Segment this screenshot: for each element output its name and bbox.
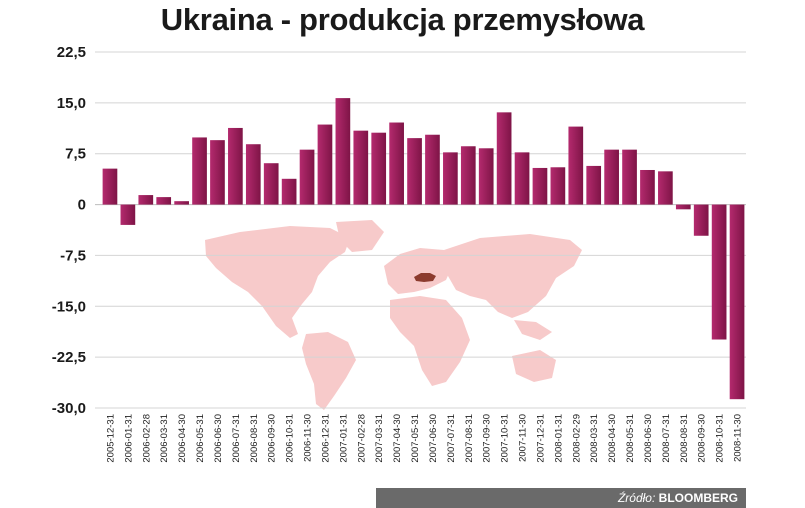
x-tick-label: 2006-01-31 bbox=[123, 414, 134, 463]
x-tick-label: 2008-11-30 bbox=[733, 414, 744, 462]
bar-2006-06-30 bbox=[210, 140, 225, 205]
x-tick-label: 2006-06-30 bbox=[213, 414, 224, 463]
source-name: BLOOMBERG bbox=[658, 491, 738, 505]
bar-2008-03-31 bbox=[586, 165, 602, 205]
y-tick-label: -22,5 bbox=[52, 349, 86, 366]
x-tick-label: 2008-10-31 bbox=[715, 414, 726, 463]
x-tick-label: 2008-09-30 bbox=[697, 414, 708, 463]
bar-2008-08-31 bbox=[675, 204, 691, 210]
x-tick-label: 2007-03-31 bbox=[374, 414, 385, 463]
y-tick-label: 22,5 bbox=[57, 44, 86, 61]
x-tick-label: 2008-06-30 bbox=[643, 414, 654, 463]
bar-2005-12-31 bbox=[102, 168, 118, 205]
x-tick-label: 2007-06-30 bbox=[428, 414, 439, 463]
world-map-background bbox=[205, 220, 582, 410]
x-tick-label: 2007-12-31 bbox=[535, 414, 546, 463]
bar-2007-01-31 bbox=[335, 98, 351, 205]
bar-2007-07-31 bbox=[443, 152, 458, 205]
bar-2007-12-31 bbox=[532, 167, 548, 205]
bar-2006-11-30 bbox=[299, 149, 315, 205]
map-ukraine-highlight bbox=[414, 273, 436, 282]
bar-2007-08-31 bbox=[460, 146, 476, 205]
x-tick-label: 2008-07-31 bbox=[661, 414, 672, 463]
map-se-asia bbox=[514, 320, 552, 340]
bar-2008-02-29 bbox=[568, 126, 584, 205]
x-tick-label: 2007-02-28 bbox=[356, 414, 367, 463]
map-australia bbox=[512, 350, 556, 382]
x-tick-label: 2008-01-31 bbox=[553, 414, 564, 463]
bar-2008-09-30 bbox=[693, 204, 709, 236]
y-tick-label: -30,0 bbox=[52, 400, 86, 417]
bar-2007-10-31 bbox=[496, 112, 512, 205]
bar-2007-04-30 bbox=[389, 122, 404, 205]
bar-2006-09-30 bbox=[263, 163, 279, 205]
y-tick-label: 7,5 bbox=[65, 146, 86, 163]
x-tick-label: 2005-12-31 bbox=[105, 414, 116, 463]
x-tick-label: 2007-04-30 bbox=[392, 414, 403, 463]
bar-2008-10-31 bbox=[711, 204, 727, 340]
bar-2007-11-30 bbox=[514, 152, 530, 205]
x-tick-label: 2006-04-30 bbox=[177, 414, 188, 463]
x-tick-label: 2006-08-31 bbox=[249, 414, 260, 463]
x-tick-label: 2008-08-31 bbox=[679, 414, 690, 463]
x-tick-label: 2006-07-31 bbox=[231, 414, 242, 463]
y-axis-ticks: 22,5 15,0 7,5 0 -7,5 -15,0 -22,5 -30,0 bbox=[52, 44, 86, 417]
x-tick-label: 2007-07-31 bbox=[446, 414, 457, 463]
source-label: Źródło: bbox=[617, 491, 656, 505]
x-tick-label: 2007-10-31 bbox=[500, 414, 511, 463]
x-tick-label: 2006-03-31 bbox=[159, 414, 170, 463]
bar-2006-05-31 bbox=[192, 137, 207, 205]
map-europe bbox=[384, 248, 454, 294]
x-tick-label: 2006-11-30 bbox=[303, 414, 314, 462]
bar-2006-10-31 bbox=[281, 178, 297, 205]
y-tick-label: -7,5 bbox=[60, 247, 86, 264]
x-tick-label: 2006-05-31 bbox=[195, 414, 206, 463]
x-tick-label: 2008-03-31 bbox=[589, 414, 600, 463]
bar-2006-12-31 bbox=[317, 124, 333, 205]
bar-2008-07-31 bbox=[658, 171, 673, 205]
bar-2006-07-31 bbox=[228, 127, 243, 205]
bar-2007-02-28 bbox=[353, 130, 369, 205]
bar-2007-09-30 bbox=[478, 148, 494, 205]
bar-2008-04-30 bbox=[604, 149, 619, 205]
x-tick-label: 2007-05-31 bbox=[410, 414, 421, 463]
y-tick-label: 15,0 bbox=[57, 95, 86, 112]
bar-2006-02-28 bbox=[138, 195, 154, 205]
x-tick-label: 2008-04-30 bbox=[607, 414, 618, 463]
bar-2008-01-31 bbox=[550, 167, 566, 205]
x-tick-label: 2006-02-28 bbox=[141, 414, 152, 463]
bar-2007-05-31 bbox=[407, 138, 422, 205]
bar-2006-03-31 bbox=[156, 197, 172, 205]
map-south-america bbox=[302, 332, 356, 410]
bar-2008-06-30 bbox=[640, 169, 655, 205]
bar-2006-08-31 bbox=[245, 144, 261, 205]
x-axis-ticks: 2005-12-31 2006-01-31 2006-02-28 2006-03-31… bbox=[105, 414, 743, 463]
bars-group bbox=[102, 98, 745, 400]
bar-2006-04-30 bbox=[174, 201, 189, 205]
y-tick-label: -15,0 bbox=[52, 298, 86, 315]
chart-title: Ukraina - produkcja przemysłowa bbox=[160, 2, 645, 37]
x-tick-label: 2006-09-30 bbox=[267, 414, 278, 463]
x-tick-label: 2006-12-31 bbox=[320, 414, 331, 463]
bar-2008-11-30 bbox=[729, 204, 745, 400]
map-africa bbox=[390, 296, 470, 386]
x-tick-label: 2008-05-31 bbox=[625, 414, 636, 463]
x-tick-label: 2008-02-29 bbox=[571, 414, 582, 463]
x-tick-label: 2007-09-30 bbox=[482, 414, 493, 463]
source-bar: Źródło: BLOOMBERG bbox=[376, 488, 746, 508]
y-tick-label: 0 bbox=[78, 197, 86, 214]
map-asia bbox=[444, 234, 582, 318]
map-greenland bbox=[336, 220, 384, 252]
x-tick-label: 2006-10-31 bbox=[285, 414, 296, 463]
bar-2006-01-31 bbox=[120, 204, 136, 225]
x-tick-label: 2007-08-31 bbox=[464, 414, 475, 463]
x-tick-label: 2007-11-30 bbox=[518, 414, 529, 462]
bar-2007-03-31 bbox=[371, 132, 387, 205]
bar-2008-05-31 bbox=[622, 149, 637, 205]
x-tick-label: 2007-01-31 bbox=[338, 414, 349, 463]
bar-2007-06-30 bbox=[425, 134, 440, 205]
map-north-america bbox=[205, 226, 350, 338]
